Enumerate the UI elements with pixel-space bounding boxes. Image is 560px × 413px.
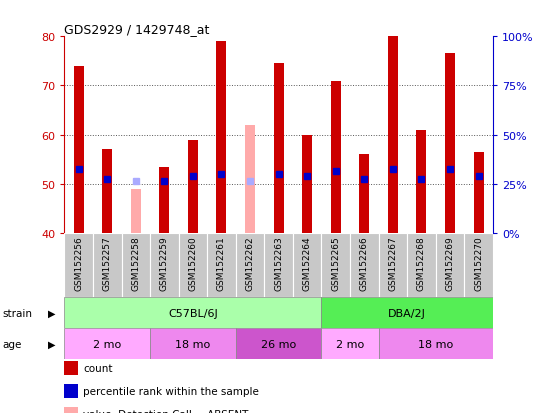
Bar (274, 64, 283, 233)
Text: ▶: ▶ (48, 308, 55, 318)
Text: GDS2929 / 1429748_at: GDS2929 / 1429748_at (64, 23, 210, 36)
Bar (407, 233, 436, 297)
Bar (379, 233, 407, 297)
Text: ▶: ▶ (48, 339, 55, 349)
Bar (379, 328, 493, 359)
Bar (331, 81, 340, 233)
Bar (264, 233, 293, 297)
Bar (64, 297, 321, 328)
Text: count: count (83, 363, 113, 373)
Text: value, Detection Call = ABSENT: value, Detection Call = ABSENT (83, 409, 248, 413)
Bar (150, 233, 179, 297)
Text: 2 mo: 2 mo (336, 339, 364, 349)
Bar (445, 55, 455, 233)
Text: GSM152259: GSM152259 (160, 236, 169, 290)
Bar (302, 135, 312, 233)
Bar (122, 233, 150, 297)
Bar (188, 140, 198, 233)
Bar (464, 233, 493, 297)
Bar (64, 233, 93, 297)
Bar (436, 233, 464, 297)
Bar (388, 37, 398, 233)
Text: 18 mo: 18 mo (418, 339, 453, 349)
Text: percentile rank within the sample: percentile rank within the sample (83, 386, 259, 396)
Bar (321, 233, 350, 297)
Text: C57BL/6J: C57BL/6J (168, 308, 218, 318)
Bar (417, 131, 426, 233)
Text: 2 mo: 2 mo (93, 339, 122, 349)
Text: 26 mo: 26 mo (261, 339, 296, 349)
Text: GSM152262: GSM152262 (245, 236, 255, 290)
Text: GSM152266: GSM152266 (360, 236, 369, 290)
Text: GSM152263: GSM152263 (274, 236, 283, 290)
Text: GSM152269: GSM152269 (445, 236, 455, 290)
Text: GSM152270: GSM152270 (474, 236, 483, 290)
Bar (179, 233, 207, 297)
Text: GSM152257: GSM152257 (102, 236, 112, 290)
Bar (321, 297, 493, 328)
Bar (360, 155, 369, 233)
Bar (131, 189, 141, 233)
Bar (474, 152, 483, 233)
Bar (217, 42, 226, 233)
Bar (350, 233, 379, 297)
Bar (236, 233, 264, 297)
Text: GSM152261: GSM152261 (217, 236, 226, 290)
Bar (236, 328, 321, 359)
Bar (160, 167, 169, 233)
Bar (321, 328, 379, 359)
Bar (293, 233, 321, 297)
Text: GSM152267: GSM152267 (388, 236, 398, 290)
Bar (102, 150, 112, 233)
Text: 18 mo: 18 mo (175, 339, 211, 349)
Bar (74, 66, 83, 233)
Bar (207, 233, 236, 297)
Text: GSM152268: GSM152268 (417, 236, 426, 290)
Bar (64, 328, 150, 359)
Text: GSM152258: GSM152258 (131, 236, 141, 290)
Text: GSM152264: GSM152264 (302, 236, 312, 290)
Text: DBA/2J: DBA/2J (388, 308, 426, 318)
Text: strain: strain (3, 308, 33, 318)
Text: GSM152265: GSM152265 (331, 236, 340, 290)
Text: age: age (3, 339, 22, 349)
Bar (93, 233, 122, 297)
Text: GSM152260: GSM152260 (188, 236, 198, 290)
Bar (150, 328, 236, 359)
Bar (245, 126, 255, 233)
Text: GSM152256: GSM152256 (74, 236, 83, 290)
